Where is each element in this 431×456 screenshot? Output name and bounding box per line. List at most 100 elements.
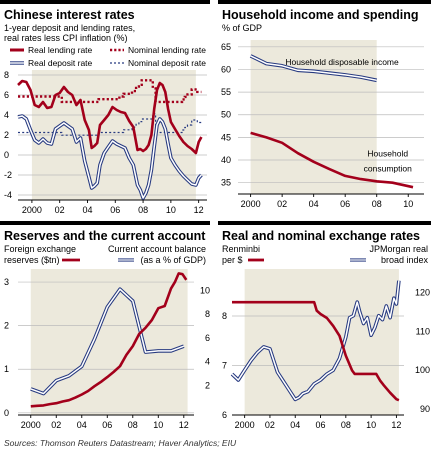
- chart-subtitle: 1-year deposit and lending rates,: [4, 23, 135, 33]
- x-tick-label: 04: [82, 205, 92, 215]
- x-tick-label: 06: [316, 420, 326, 430]
- x-tick-label: 2000: [235, 420, 255, 430]
- x-tick-label: 04: [309, 199, 319, 209]
- right-axis-label-1: JPMorgan real: [369, 244, 428, 254]
- chart-subtitle-2: real rates less CPI inflation (%): [4, 33, 128, 43]
- y-tick-label: 1: [4, 364, 9, 374]
- y-tick-label: 40: [221, 155, 231, 165]
- legend-label: Nominal lending rate: [128, 45, 206, 55]
- y-right-tick-label: 120: [415, 287, 430, 297]
- x-tick-label: 04: [77, 420, 87, 430]
- y-tick-label: 6: [4, 90, 9, 100]
- reserves-svg: Reserves and the current account Foreign…: [0, 221, 210, 430]
- panel-top-bar: [218, 221, 431, 225]
- x-tick-label: 02: [265, 420, 275, 430]
- series-line: [232, 300, 400, 402]
- legend-label: Real deposit rate: [28, 58, 93, 68]
- y-tick-label: 2: [4, 130, 9, 140]
- x-tick-label: 02: [51, 420, 61, 430]
- y-tick-label: 60: [221, 64, 231, 74]
- y-right-tick-label: 8: [205, 309, 210, 319]
- x-tick-label: 10: [366, 420, 376, 430]
- x-tick-label: 02: [277, 199, 287, 209]
- x-tick-label: 12: [179, 420, 189, 430]
- series-line: [250, 131, 414, 189]
- plot-area: 6 7 8 120 110 100 90 2000 02 04 06 08 10 12: [222, 269, 430, 430]
- y-tick-label: 2: [4, 321, 9, 331]
- y-tick-label: 45: [221, 132, 231, 142]
- y-tick-label: 8: [222, 311, 227, 321]
- series-line-inner: [231, 280, 400, 401]
- y-right-tick-label: 10: [200, 285, 210, 295]
- x-tick-label: 10: [403, 199, 413, 209]
- x-tick-label: 04: [290, 420, 300, 430]
- panel-top-bar: [218, 0, 431, 4]
- x-tick-label: 08: [341, 420, 351, 430]
- y-tick-label: 3: [4, 277, 9, 287]
- x-tick-label: 2000: [241, 199, 261, 209]
- left-axis-label-1: Foreign exchange: [4, 244, 76, 254]
- x-tick-label: 08: [372, 199, 382, 209]
- source-note: Sources: Thomson Reuters Datastream; Hav…: [4, 438, 237, 448]
- series-line-inner: [30, 288, 185, 395]
- x-tick-label: 12: [194, 205, 204, 215]
- y-tick-label: -4: [4, 190, 12, 200]
- legend-label: Real lending rate: [28, 45, 93, 55]
- annotation-label: Household: [367, 148, 408, 158]
- y-tick-label: 35: [221, 178, 231, 188]
- y-right-tick-label: 6: [205, 333, 210, 343]
- interest-rates-svg: Chinese interest rates 1-year deposit an…: [0, 0, 210, 215]
- x-tick-label: 08: [138, 205, 148, 215]
- plot-area: 65 60 55 50 45 40 35 2000 02 04 06 08 10 Household di…: [221, 40, 424, 209]
- household-svg: Household income and spending % of GDP 6…: [218, 0, 431, 209]
- shaded-region: [244, 269, 399, 415]
- chart-panel-exchange: Real and nominal exchange rates Renminbi…: [218, 221, 431, 435]
- legend-item-nominal-lending: Nominal lending rate: [110, 45, 206, 55]
- chart-panel-reserves: Reserves and the current account Foreign…: [0, 221, 212, 435]
- x-tick-label: 06: [340, 199, 350, 209]
- y-tick-label: 0: [4, 150, 9, 160]
- y-right-tick-label: 90: [420, 404, 430, 414]
- y-tick-label: 50: [221, 110, 231, 120]
- plot-area: 8 6 4 2 0 -2 -4 2000 02 04 06 08 10 12: [4, 70, 207, 215]
- legend-item-nominal-deposit: Nominal deposit rate: [110, 58, 206, 68]
- chart-title: Real and nominal exchange rates: [222, 229, 420, 243]
- y-tick-label: 65: [221, 42, 231, 52]
- x-tick-label: 06: [102, 420, 112, 430]
- chart-panel-household: Household income and spending % of GDP 6…: [218, 0, 431, 220]
- x-tick-label: 2000: [22, 205, 42, 215]
- y-right-tick-label: 4: [205, 357, 210, 367]
- x-tick-label: 10: [166, 205, 176, 215]
- left-axis-label-2: reserves ($tn): [4, 255, 60, 265]
- exchange-svg: Real and nominal exchange rates Renminbi…: [218, 221, 431, 430]
- chart-title: Chinese interest rates: [4, 8, 135, 22]
- series-line-dotted: [18, 112, 202, 136]
- series-line: [17, 79, 203, 155]
- y-tick-label: 7: [222, 361, 227, 371]
- right-axis-label-2: broad index: [381, 255, 429, 265]
- y-tick-label: -2: [4, 170, 12, 180]
- y-tick-label: 4: [4, 110, 9, 120]
- series-line-dotted: [18, 79, 202, 104]
- chart-panel-interest-rates: Chinese interest rates 1-year deposit an…: [0, 0, 212, 220]
- legend-item-real-deposit: Real deposit rate: [10, 58, 93, 68]
- y-right-tick-label: 100: [415, 365, 430, 375]
- x-tick-label: 02: [55, 205, 65, 215]
- y-right-tick-label: 2: [205, 380, 210, 390]
- x-tick-label: 2000: [21, 420, 41, 430]
- annotation-label: Household disposable income: [285, 57, 399, 67]
- y-tick-label: 8: [4, 70, 9, 80]
- x-tick-label: 06: [110, 205, 120, 215]
- series-line-inner: [250, 55, 377, 82]
- left-axis-label-1: Renminbi: [222, 244, 260, 254]
- shaded-region: [30, 269, 188, 415]
- left-axis-label-2: per $: [222, 255, 243, 265]
- annotation-label: consumption: [364, 163, 412, 173]
- panel-top-bar: [0, 221, 210, 225]
- chart-subtitle: % of GDP: [222, 23, 262, 33]
- chart-title: Household income and spending: [222, 8, 419, 22]
- series-line: [30, 272, 188, 408]
- chart-title: Reserves and the current account: [4, 229, 206, 243]
- legend: Real lending rate Nominal lending rate R…: [10, 45, 206, 68]
